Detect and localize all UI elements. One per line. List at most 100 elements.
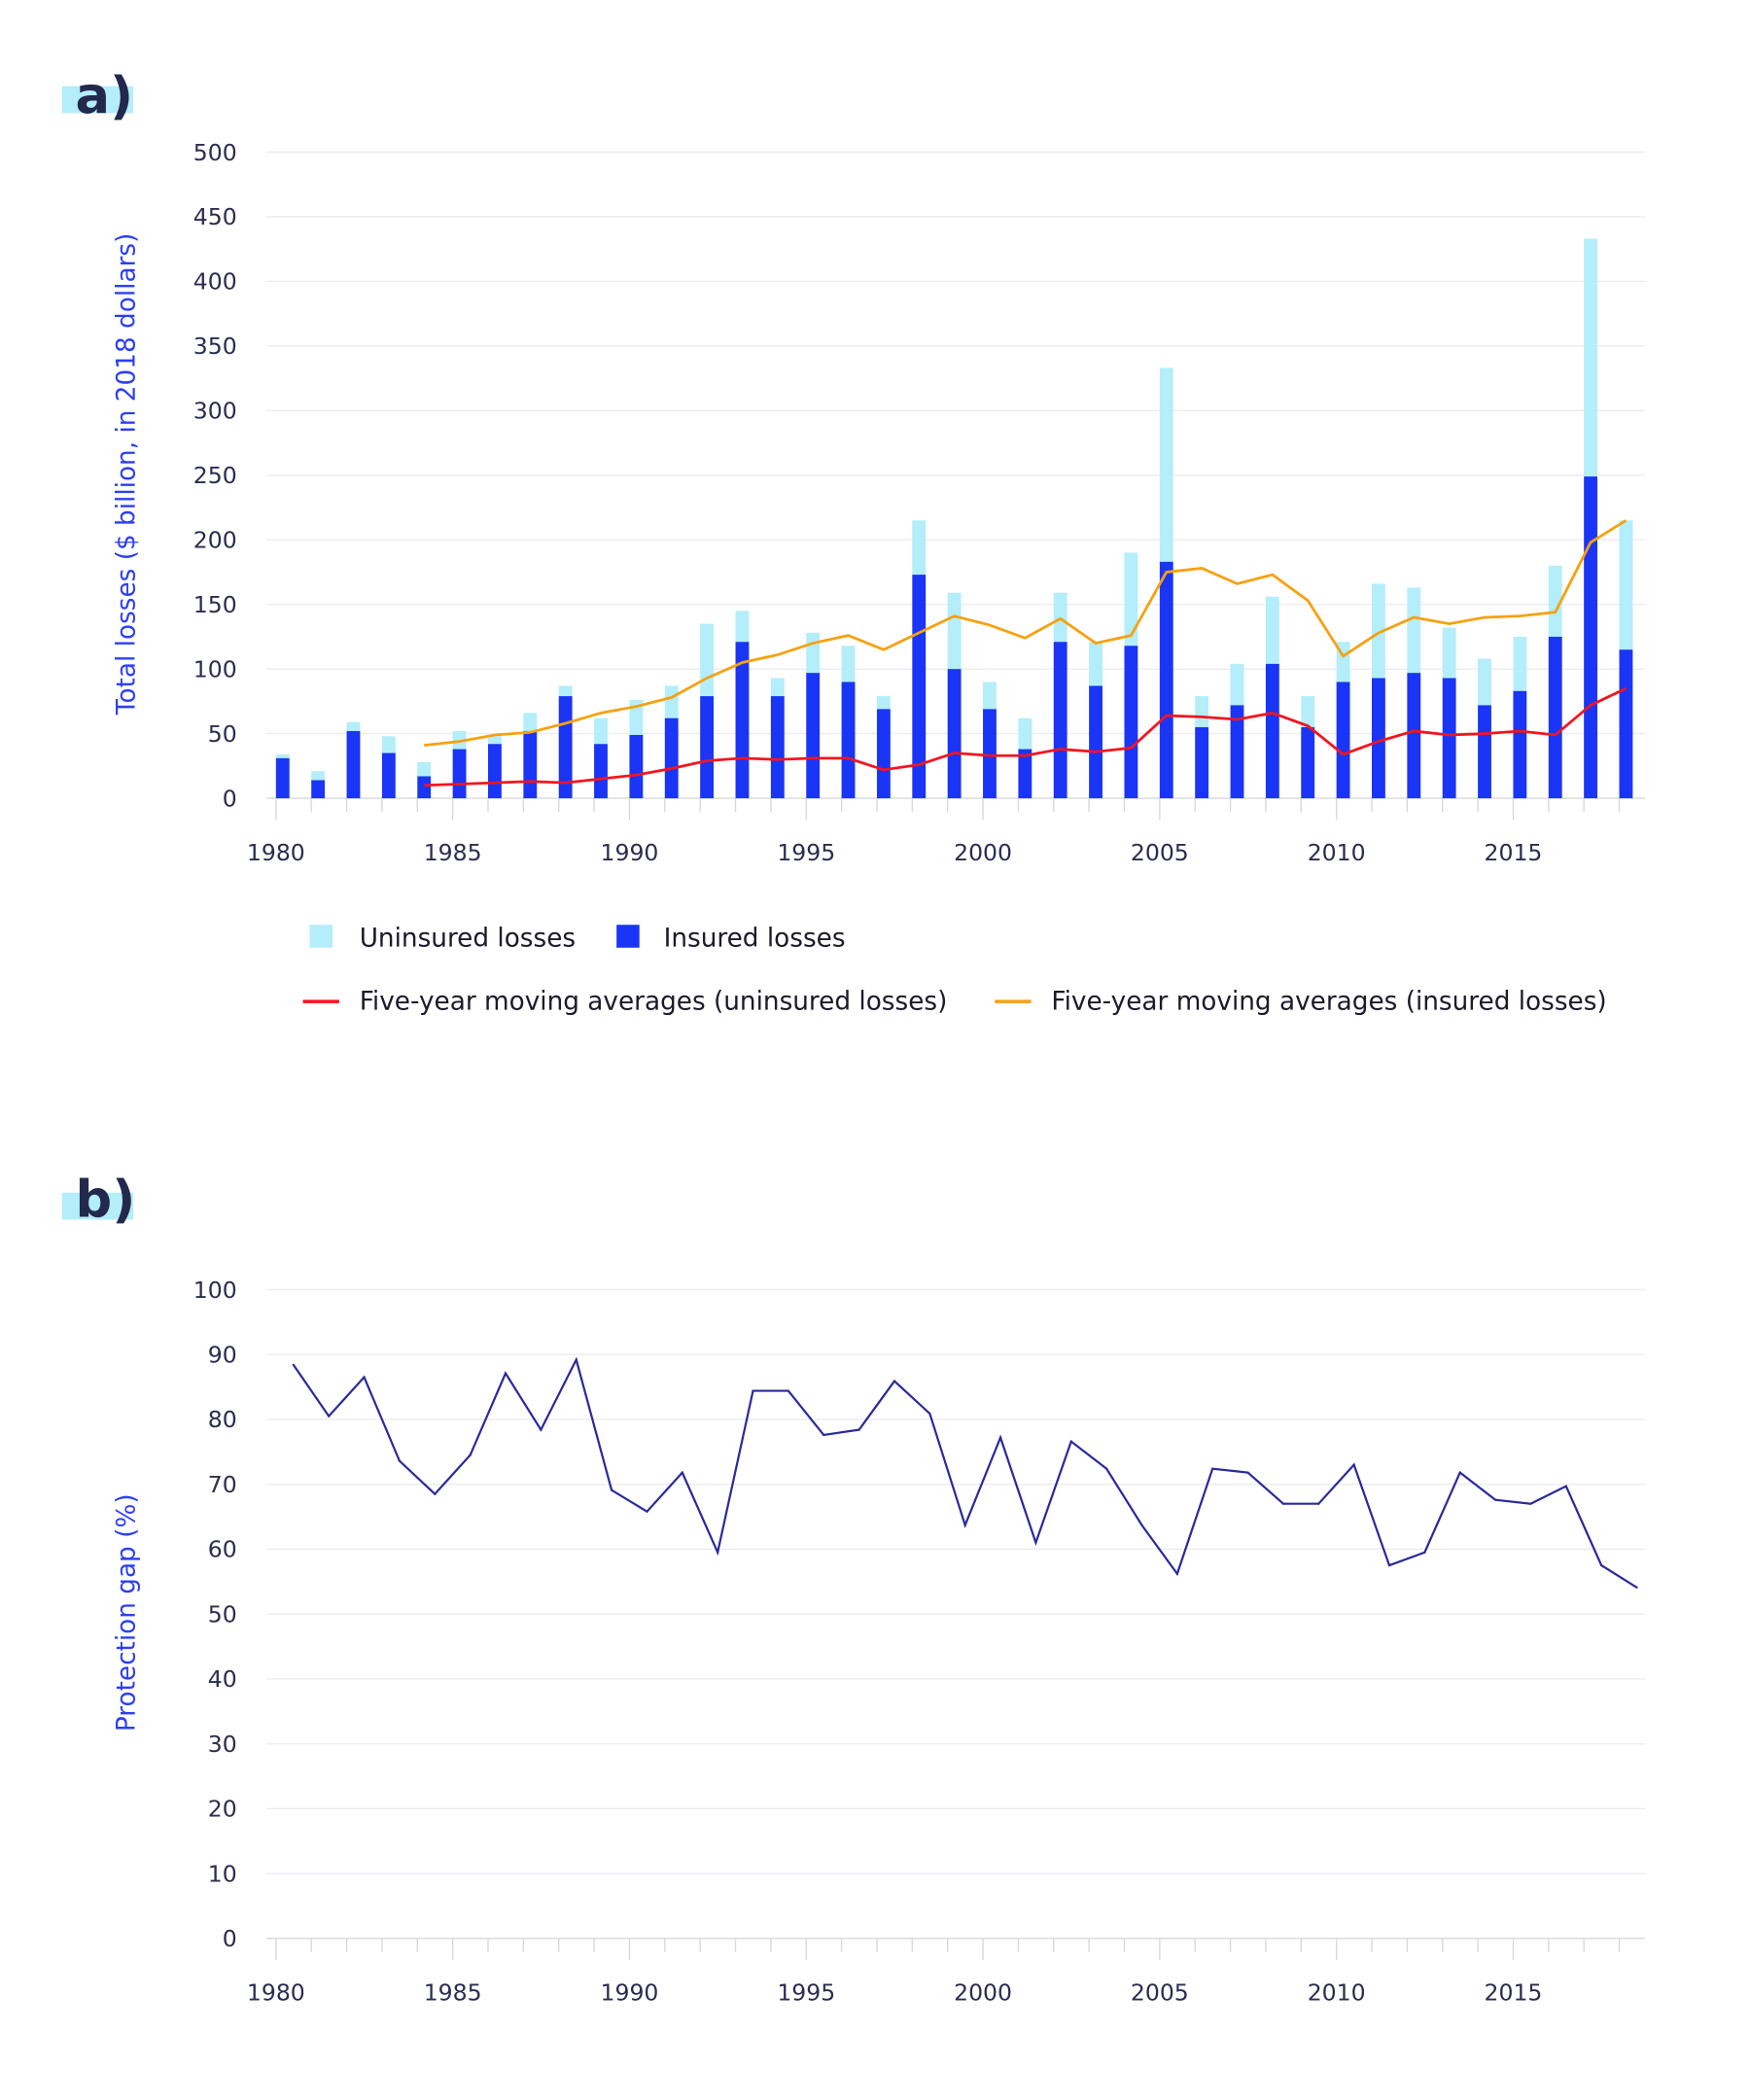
bar-uninsured-1983 — [381, 736, 396, 753]
bar-uninsured-1991 — [664, 685, 679, 718]
point-protection-gap-1995 — [822, 1433, 825, 1437]
point-protection-gap-2015 — [1529, 1502, 1532, 1505]
bar-uninsured-2017 — [1584, 238, 1598, 477]
bar-uninsured-2009 — [1301, 696, 1315, 727]
point-protection-gap-2018 — [1635, 1586, 1638, 1589]
bar-uninsured-2018 — [1619, 520, 1633, 650]
bar-insured-2012 — [1407, 673, 1421, 799]
bar-insured-2000 — [983, 709, 997, 799]
y-tick-label-a: 0 — [223, 785, 237, 812]
bar-insured-1995 — [806, 673, 821, 799]
bar-insured-1997 — [876, 709, 891, 799]
bar-uninsured-2004 — [1124, 552, 1138, 647]
bar-insured-1980 — [275, 757, 290, 799]
bar-uninsured-1992 — [700, 623, 715, 697]
point-protection-gap-1996 — [858, 1428, 860, 1431]
x-tick-label-b: 1985 — [424, 1979, 482, 2007]
bar-uninsured-1989 — [594, 718, 608, 745]
x-tick-label-a: 1995 — [777, 839, 835, 866]
bar-uninsured-2015 — [1513, 636, 1527, 691]
bar-insured-1989 — [594, 744, 608, 799]
panel-label-a: a) — [76, 66, 134, 125]
bar-uninsured-1994 — [770, 678, 785, 697]
point-protection-gap-2016 — [1564, 1485, 1567, 1488]
x-tick-label-b: 2015 — [1485, 1979, 1543, 2007]
point-protection-gap-2001 — [1034, 1541, 1037, 1544]
point-protection-gap-2000 — [998, 1436, 1002, 1439]
bar-uninsured-2014 — [1478, 658, 1491, 706]
bar-insured-1996 — [841, 682, 856, 799]
point-protection-gap-2006 — [1211, 1467, 1214, 1470]
x-tick-label-a: 2015 — [1485, 839, 1543, 866]
bar-insured-2004 — [1124, 646, 1138, 799]
point-protection-gap-2013 — [1458, 1471, 1461, 1474]
x-tick-label-a: 1990 — [601, 839, 659, 866]
bar-insured-1982 — [346, 730, 361, 799]
bar-uninsured-1990 — [629, 700, 644, 735]
point-protection-gap-1993 — [752, 1389, 754, 1392]
bar-insured-2001 — [1018, 749, 1032, 799]
bar-insured-2017 — [1584, 476, 1598, 799]
bar-insured-1981 — [311, 780, 326, 799]
point-protection-gap-2004 — [1140, 1523, 1143, 1526]
point-protection-gap-2010 — [1352, 1463, 1355, 1466]
bar-uninsured-2001 — [1018, 718, 1032, 750]
bar-uninsured-1984 — [417, 761, 432, 777]
chart-a-plot: 0 50 100 150 200 250 300 350 400 450 500 1980 1985 19… — [193, 139, 1645, 866]
bar-uninsured-2016 — [1548, 565, 1562, 637]
bar-insured-1990 — [629, 734, 644, 799]
bar-insured-2016 — [1548, 636, 1562, 799]
point-protection-gap-1989 — [610, 1488, 613, 1491]
line-ma-uninsured — [424, 686, 1628, 788]
bar-insured-2005 — [1159, 561, 1173, 799]
bar-insured-2006 — [1195, 726, 1209, 799]
y-tick-label-b: 70 — [208, 1471, 237, 1498]
bar-insured-1994 — [770, 696, 785, 799]
point-protection-gap-2007 — [1246, 1471, 1249, 1474]
bar-uninsured-2011 — [1372, 583, 1385, 679]
point-protection-gap-1991 — [681, 1471, 683, 1474]
bar-insured-1987 — [523, 730, 538, 799]
y-tick-label-b: 40 — [208, 1665, 237, 1693]
bar-uninsured-1981 — [311, 771, 326, 781]
point-protection-gap-2009 — [1317, 1502, 1320, 1505]
bar-uninsured-1998 — [912, 520, 927, 576]
bar-uninsured-2000 — [983, 682, 997, 710]
point-protection-gap-2005 — [1175, 1572, 1178, 1575]
bar-uninsured-1997 — [876, 696, 891, 710]
chart-b-plot: 0 10 20 30 40 50 60 70 80 90 100 1980 1985 1990 1995 20… — [193, 1277, 1645, 2007]
bar-uninsured-2005 — [1159, 368, 1173, 562]
legend-swatch-insured — [616, 925, 640, 948]
bar-uninsured-1986 — [488, 736, 502, 745]
bar-insured-2007 — [1230, 705, 1244, 799]
y-tick-label-b: 100 — [193, 1277, 237, 1304]
bar-uninsured-2006 — [1195, 696, 1209, 727]
legend-label-insured: Insured losses — [664, 924, 846, 953]
bar-uninsured-1980 — [275, 753, 290, 758]
bar-insured-1984 — [417, 776, 432, 799]
bar-uninsured-2003 — [1089, 642, 1102, 686]
bar-uninsured-2007 — [1230, 663, 1244, 706]
bar-uninsured-1996 — [841, 646, 856, 682]
point-protection-gap-2012 — [1423, 1551, 1426, 1554]
bar-uninsured-2013 — [1442, 627, 1456, 679]
bar-insured-2014 — [1478, 705, 1491, 799]
point-protection-gap-1983 — [398, 1459, 402, 1462]
x-tick-label-b: 2010 — [1308, 1979, 1366, 2007]
panel-label-a-highlight — [61, 86, 134, 114]
y-tick-label-b: 50 — [208, 1600, 237, 1628]
point-protection-gap-1985 — [469, 1453, 472, 1456]
point-protection-gap-2003 — [1105, 1467, 1108, 1470]
bar-insured-1999 — [947, 669, 962, 799]
x-tick-label-b: 2005 — [1131, 1979, 1189, 2007]
point-protection-gap-1981 — [328, 1415, 331, 1418]
y-tick-label-b: 10 — [208, 1860, 237, 1887]
y-tick-label-a: 450 — [193, 203, 237, 230]
bar-insured-2009 — [1301, 726, 1315, 799]
legend-a: Uninsured losses Insured losses Five-yea… — [302, 924, 1607, 1016]
x-tick-label-a: 2005 — [1131, 839, 1189, 866]
bar-uninsured-1995 — [806, 632, 821, 674]
panel-label-b-highlight — [61, 1192, 134, 1220]
y-tick-label-a: 200 — [193, 527, 237, 554]
